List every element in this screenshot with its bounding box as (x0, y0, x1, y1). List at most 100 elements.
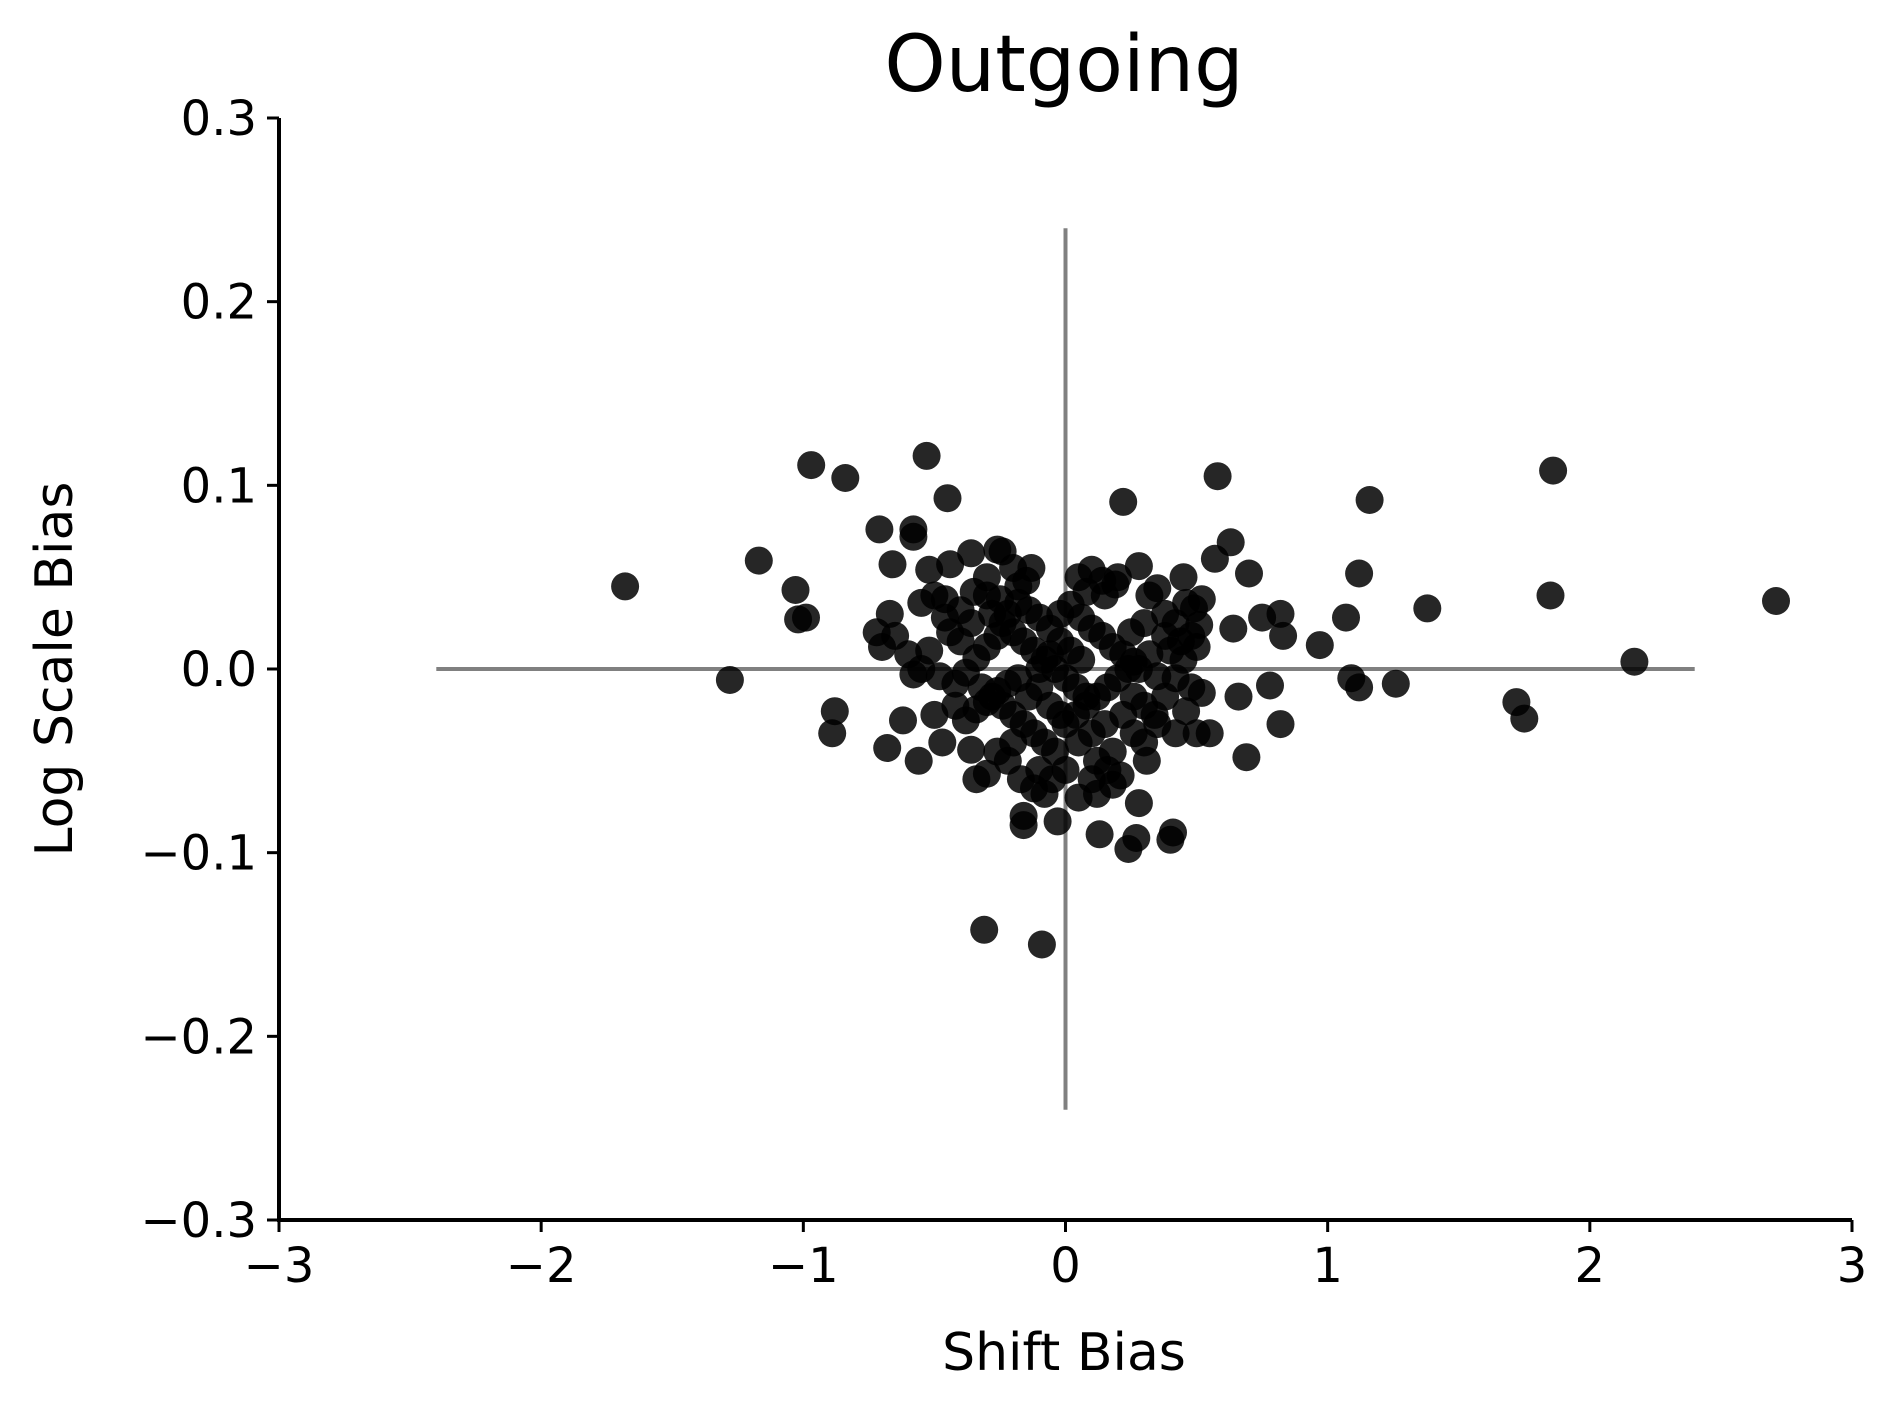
y-tick-label: 0.1 (181, 458, 257, 514)
data-point (1539, 456, 1568, 485)
data-point (1266, 710, 1295, 739)
x-tick-label: 1 (1312, 1238, 1343, 1294)
data-point (831, 464, 860, 492)
data-point (1232, 743, 1261, 772)
data-point (1027, 930, 1056, 959)
data-point (933, 484, 962, 513)
data-point (904, 746, 933, 775)
data-point (1332, 603, 1360, 632)
data-point (1046, 700, 1075, 729)
y-tick-label: 0.2 (181, 275, 257, 331)
y-tick-label: 0.0 (181, 642, 257, 698)
data-point (915, 636, 944, 665)
data-point (1119, 719, 1148, 748)
data-point (792, 603, 820, 632)
data-point (865, 515, 894, 544)
data-point (1203, 462, 1232, 491)
x-axis-label: Shift Bias (942, 1323, 1186, 1383)
data-point (1169, 563, 1198, 592)
data-point (1041, 737, 1069, 766)
data-point (1122, 824, 1151, 852)
data-point (941, 691, 970, 720)
data-point (1266, 599, 1295, 628)
x-axis-ticks: −3 −2 −1 0 1 2 3 (244, 1220, 1868, 1294)
data-point (797, 451, 826, 480)
y-tick-label: −0.1 (140, 826, 257, 882)
data-point (1536, 581, 1565, 610)
data-point (611, 572, 640, 601)
data-point (999, 554, 1028, 582)
data-point (1072, 577, 1101, 606)
data-point (1413, 594, 1442, 623)
data-point (1119, 682, 1148, 711)
data-point (1172, 697, 1201, 726)
data-point (1140, 700, 1169, 729)
data-point (1166, 627, 1195, 656)
data-point (1216, 528, 1245, 557)
data-point (1114, 655, 1143, 683)
data-point (1043, 807, 1072, 836)
data-point (1345, 673, 1374, 702)
data-point (1762, 587, 1790, 615)
y-tick-label: −0.3 (140, 1193, 257, 1249)
data-point (983, 737, 1012, 766)
data-point (1235, 559, 1263, 588)
data-point (993, 599, 1022, 628)
data-point (957, 735, 986, 764)
data-point (1161, 719, 1190, 748)
data-point (1620, 647, 1649, 676)
x-tick-label: −3 (244, 1238, 315, 1294)
data-point (928, 728, 957, 757)
data-point (1510, 704, 1539, 733)
data-point (1067, 645, 1096, 674)
x-tick-label: −2 (506, 1238, 577, 1294)
y-tick-label: −0.2 (140, 1009, 257, 1065)
y-axis-ticks: −0.3 −0.2 −0.1 0.0 0.1 0.2 0.3 (140, 91, 279, 1249)
data-point (1077, 765, 1106, 794)
data-point (899, 522, 928, 551)
data-point (1124, 552, 1153, 581)
data-point (889, 706, 917, 735)
data-point (957, 539, 986, 568)
data-point (1219, 614, 1248, 643)
data-point (1305, 631, 1334, 660)
data-point (878, 550, 907, 579)
data-point (899, 660, 928, 689)
x-tick-label: 3 (1837, 1238, 1868, 1294)
data-point (972, 563, 1001, 592)
data-point (1124, 789, 1153, 818)
data-point (930, 603, 959, 632)
data-points (611, 441, 1790, 959)
x-tick-label: 0 (1050, 1238, 1081, 1294)
data-point (1109, 487, 1138, 516)
data-point (1085, 820, 1114, 849)
data-point (983, 535, 1012, 564)
data-point (1159, 818, 1187, 847)
data-point (972, 759, 1001, 788)
data-point (1345, 559, 1374, 588)
data-point (1009, 811, 1038, 840)
data-point (970, 915, 999, 944)
data-point (912, 441, 941, 470)
data-point (781, 576, 810, 604)
data-point (818, 719, 847, 748)
x-tick-label: 2 (1575, 1238, 1606, 1294)
y-axis-label: Log Scale Bias (25, 482, 85, 857)
data-point (1381, 669, 1410, 698)
data-point (1256, 671, 1284, 700)
data-point (1025, 756, 1054, 784)
data-point (744, 546, 773, 575)
data-point (1135, 581, 1164, 610)
data-point (1025, 655, 1054, 683)
y-tick-label: 0.3 (181, 91, 257, 147)
data-point (915, 555, 944, 584)
data-point (715, 666, 744, 694)
x-tick-label: −1 (768, 1238, 839, 1294)
data-point (873, 734, 902, 762)
data-point (1195, 719, 1224, 748)
data-point (820, 697, 849, 726)
data-point (1355, 486, 1384, 514)
data-point (957, 609, 986, 638)
